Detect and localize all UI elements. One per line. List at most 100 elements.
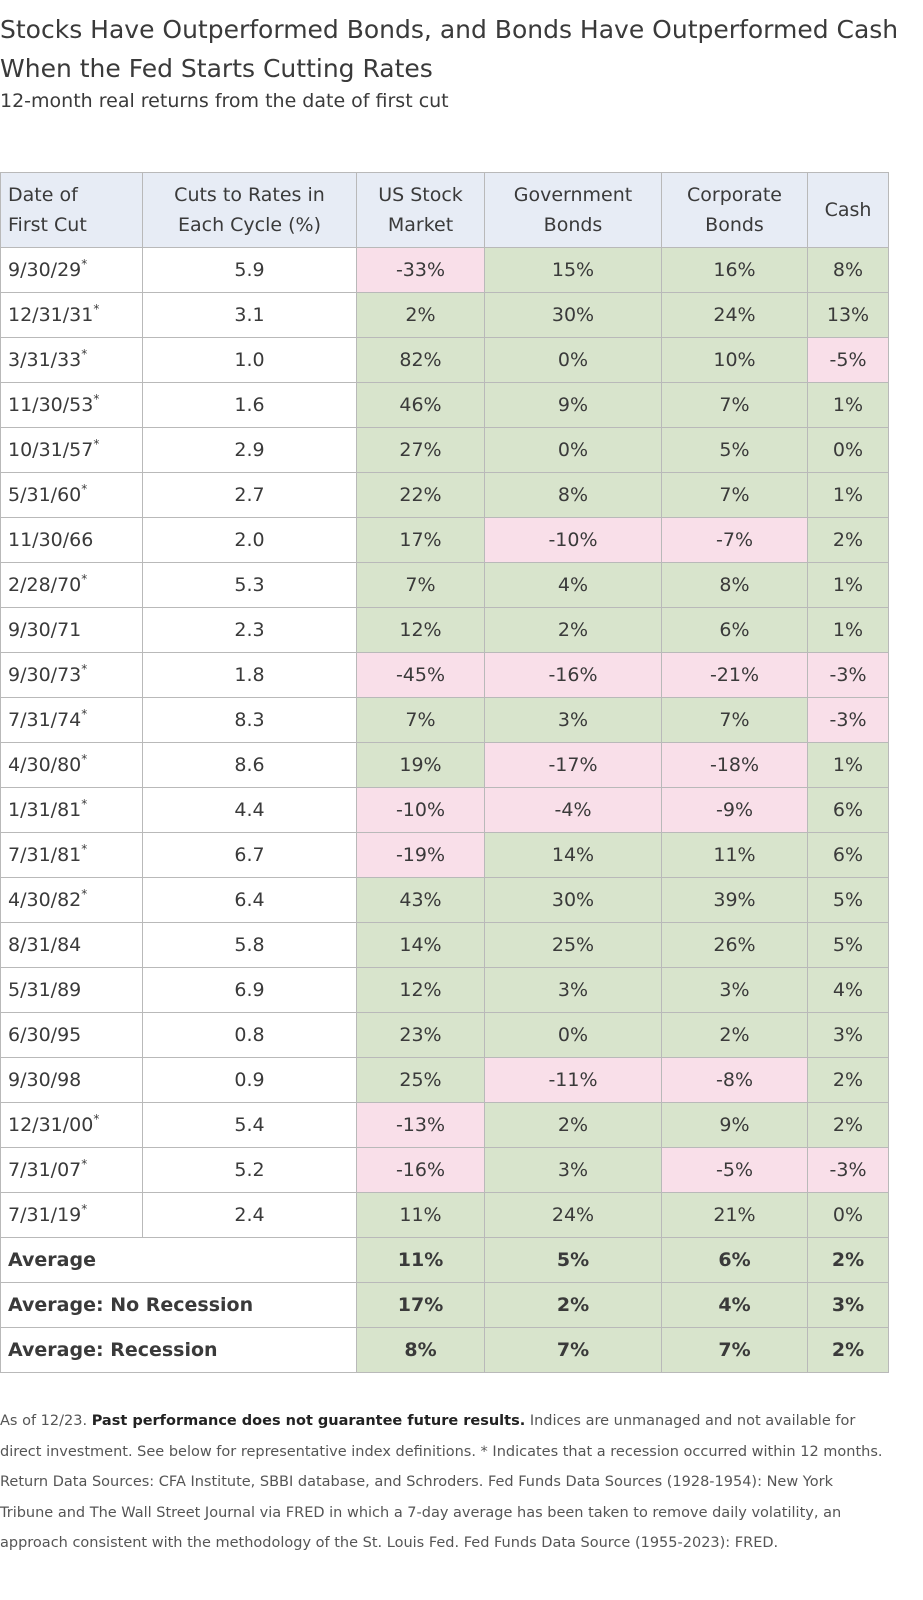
cell-date: 11/30/66 xyxy=(0,517,143,563)
cell-date: 5/31/60* xyxy=(0,472,143,518)
header-date: Date of First Cut xyxy=(0,172,143,248)
cell-cuts: 0.9 xyxy=(142,1057,357,1103)
cell-stock: 14% xyxy=(356,922,485,968)
chart-title: Stocks Have Outperformed Bonds, and Bond… xyxy=(0,15,899,83)
table-row: 7/31/81* 6.7 -19% 14% 11% 6% xyxy=(0,832,889,878)
cell-stock: 12% xyxy=(356,607,485,653)
date-text: 4/30/82 xyxy=(8,889,82,911)
cell-stock: -45% xyxy=(356,652,485,698)
date-text: 9/30/29 xyxy=(8,259,82,281)
cell-stock: 17% xyxy=(356,517,485,563)
cell-stock: 46% xyxy=(356,382,485,428)
table-row: 7/31/74* 8.3 7% 3% 7% -3% xyxy=(0,697,889,743)
cell-cuts: 0.8 xyxy=(142,1012,357,1058)
cell-stock: -19% xyxy=(356,832,485,878)
cell-corp: 24% xyxy=(661,292,808,338)
average-stock: 8% xyxy=(356,1327,485,1373)
cell-corp: 8% xyxy=(661,562,808,608)
recession-marker: * xyxy=(93,1112,100,1126)
table-row: 9/30/98 0.9 25% -11% -8% 2% xyxy=(0,1057,889,1103)
cell-cash: 0% xyxy=(807,427,889,473)
cell-cash: -3% xyxy=(807,652,889,698)
date-text: 12/31/31 xyxy=(8,304,94,326)
cell-gov: 15% xyxy=(484,247,662,293)
average-gov: 5% xyxy=(484,1237,662,1283)
cell-date: 9/30/71 xyxy=(0,607,143,653)
cell-date: 1/31/81* xyxy=(0,787,143,833)
cell-date: 2/28/70* xyxy=(0,562,143,608)
cell-date: 4/30/82* xyxy=(0,877,143,923)
cell-cash: 1% xyxy=(807,742,889,788)
returns-table: Date of First Cut Cuts to Rates in Each … xyxy=(0,172,889,1373)
cell-date: 8/31/84 xyxy=(0,922,143,968)
cell-cuts: 2.7 xyxy=(142,472,357,518)
cell-date: 10/31/57* xyxy=(0,427,143,473)
table-row: 6/30/95 0.8 23% 0% 2% 3% xyxy=(0,1012,889,1058)
cell-gov: 8% xyxy=(484,472,662,518)
cell-gov: 3% xyxy=(484,967,662,1013)
cell-stock: 23% xyxy=(356,1012,485,1058)
recession-marker: * xyxy=(93,302,100,316)
cell-corp: -5% xyxy=(661,1147,808,1193)
average-label: Average: No Recession xyxy=(0,1282,357,1328)
cell-date: 9/30/73* xyxy=(0,652,143,698)
cell-corp: 2% xyxy=(661,1012,808,1058)
recession-marker: * xyxy=(81,482,88,496)
cell-gov: 25% xyxy=(484,922,662,968)
cell-cash: 8% xyxy=(807,247,889,293)
cell-date: 7/31/07* xyxy=(0,1147,143,1193)
cell-date: 7/31/19* xyxy=(0,1192,143,1238)
header-gov-line1: Government xyxy=(513,184,633,206)
footnote-bold: Past performance does not guarantee futu… xyxy=(91,1413,526,1429)
cell-gov: 0% xyxy=(484,427,662,473)
cell-cash: -5% xyxy=(807,337,889,383)
table-row: 5/31/89 6.9 12% 3% 3% 4% xyxy=(0,967,889,1013)
cell-gov: -4% xyxy=(484,787,662,833)
cell-cash: 1% xyxy=(807,607,889,653)
cell-cash: -3% xyxy=(807,697,889,743)
average-corp: 4% xyxy=(661,1282,808,1328)
cell-cuts: 6.9 xyxy=(142,967,357,1013)
average-label: Average: Recession xyxy=(0,1327,357,1373)
cell-corp: -9% xyxy=(661,787,808,833)
cell-corp: 7% xyxy=(661,697,808,743)
cell-cash: 1% xyxy=(807,382,889,428)
recession-marker: * xyxy=(81,572,88,586)
cell-cuts: 1.0 xyxy=(142,337,357,383)
average-gov: 7% xyxy=(484,1327,662,1373)
recession-marker: * xyxy=(81,347,88,361)
cell-cash: 2% xyxy=(807,517,889,563)
date-text: 2/28/70 xyxy=(8,574,82,596)
header-corp-line2: Bonds xyxy=(705,214,764,236)
table-row: 12/31/31* 3.1 2% 30% 24% 13% xyxy=(0,292,889,338)
table-row: 9/30/71 2.3 12% 2% 6% 1% xyxy=(0,607,889,653)
date-text: 4/30/80 xyxy=(8,754,82,776)
average-cash: 2% xyxy=(807,1327,889,1373)
header-stock-line2: Market xyxy=(387,214,454,236)
cell-gov: 24% xyxy=(484,1192,662,1238)
cell-cuts: 5.2 xyxy=(142,1147,357,1193)
cell-cuts: 2.4 xyxy=(142,1192,357,1238)
date-text: 8/31/84 xyxy=(8,934,82,956)
table-row: 11/30/66 2.0 17% -10% -7% 2% xyxy=(0,517,889,563)
recession-marker: * xyxy=(81,842,88,856)
header-cuts-line2: Each Cycle (%) xyxy=(177,214,322,236)
cell-gov: 9% xyxy=(484,382,662,428)
header-date-line1: Date of xyxy=(8,184,78,206)
cell-cash: 1% xyxy=(807,472,889,518)
header-cash-label: Cash xyxy=(824,199,872,221)
date-text: 5/31/60 xyxy=(8,484,82,506)
cell-corp: 5% xyxy=(661,427,808,473)
cell-stock: 7% xyxy=(356,697,485,743)
cell-gov: -16% xyxy=(484,652,662,698)
cell-corp: 3% xyxy=(661,967,808,1013)
cell-date: 5/31/89 xyxy=(0,967,143,1013)
cell-cuts: 1.8 xyxy=(142,652,357,698)
cell-stock: 43% xyxy=(356,877,485,923)
cell-corp: 16% xyxy=(661,247,808,293)
cell-cuts: 2.9 xyxy=(142,427,357,473)
cell-corp: -8% xyxy=(661,1057,808,1103)
date-text: 9/30/71 xyxy=(8,619,82,641)
cell-stock: 7% xyxy=(356,562,485,608)
cell-gov: 30% xyxy=(484,292,662,338)
